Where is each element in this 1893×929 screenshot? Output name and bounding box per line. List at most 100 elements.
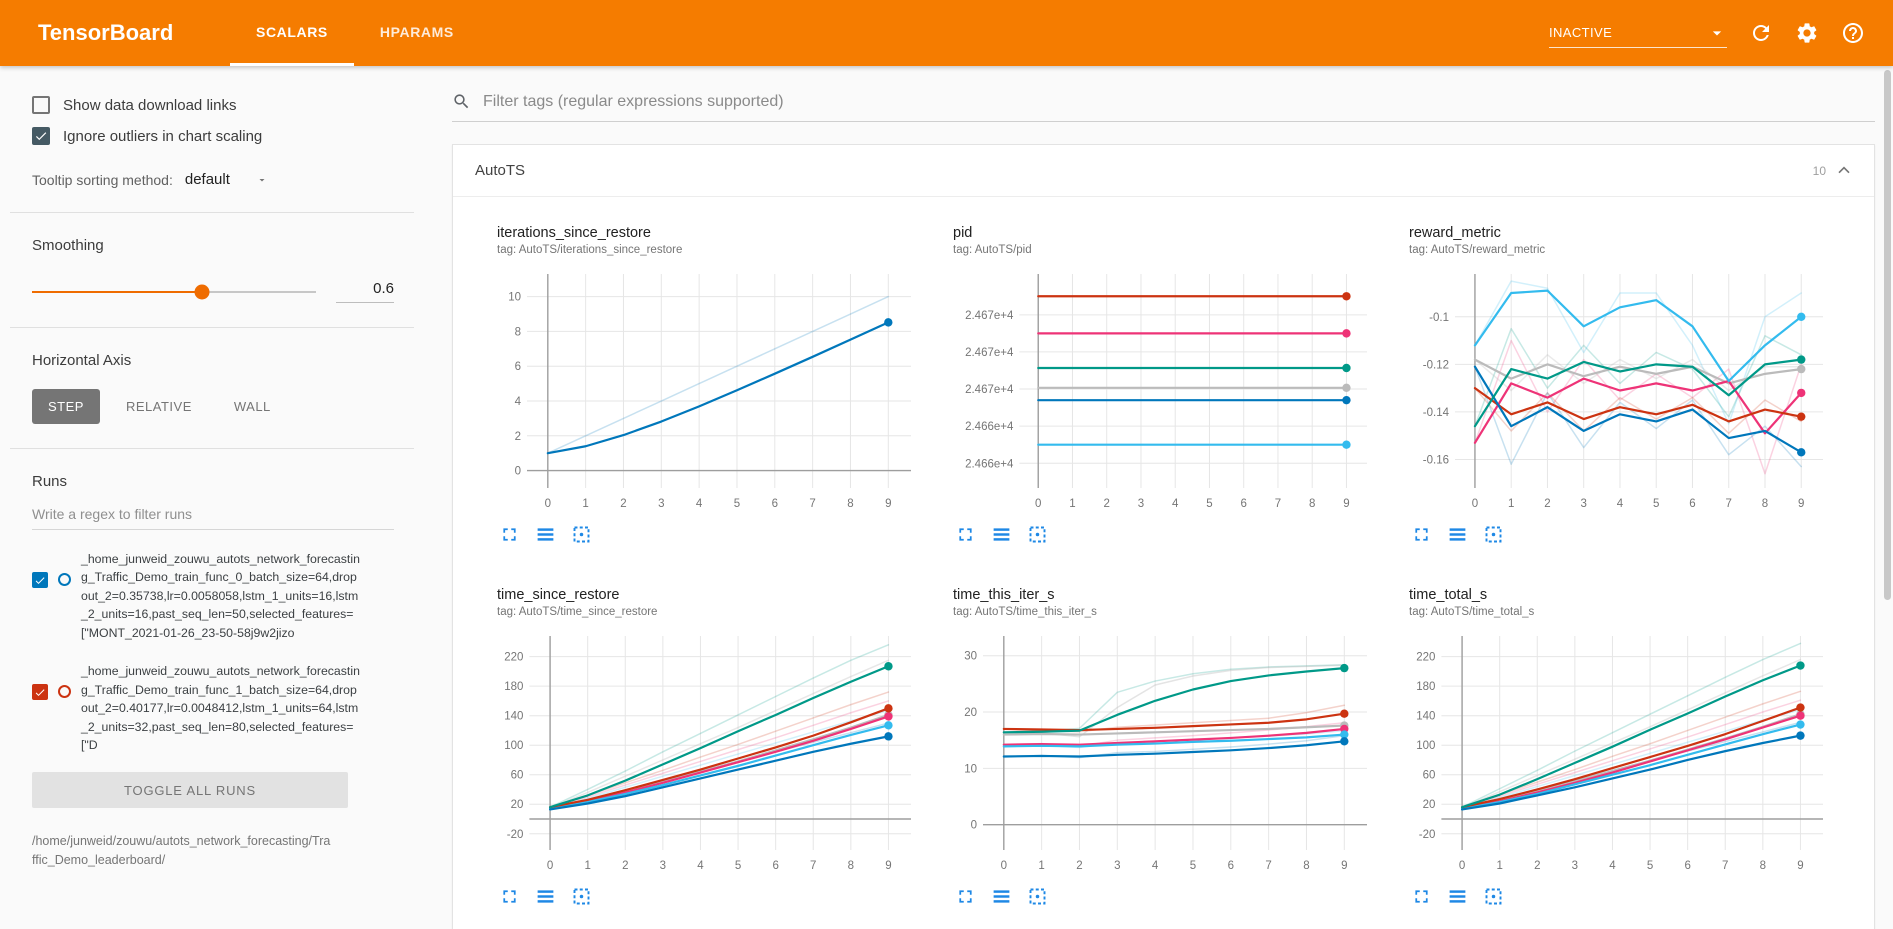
runs-base-path: /home/junweid/zouwu/autots_network_forec…: [32, 834, 331, 867]
toggle-all-runs-button[interactable]: TOGGLE ALL RUNS: [32, 772, 348, 809]
svg-text:100: 100: [504, 740, 523, 752]
chart-plot[interactable]: 0 1 2 3 4 5 6 7 8 9 -20 20 60 100 140 180 220: [497, 626, 921, 878]
runs-selector-icon[interactable]: [535, 524, 556, 545]
svg-text:60: 60: [1423, 770, 1436, 782]
refresh-icon[interactable]: [1749, 21, 1773, 45]
run-item[interactable]: _home_junweid_zouwu_autots_network_forec…: [32, 662, 394, 754]
svg-text:4: 4: [1609, 860, 1616, 872]
svg-text:2.467e+4: 2.467e+4: [965, 310, 1014, 322]
chart-toolbar: [497, 524, 921, 545]
fit-domain-icon[interactable]: [1027, 886, 1048, 907]
fullscreen-icon[interactable]: [1411, 886, 1432, 907]
help-icon[interactable]: [1841, 21, 1865, 45]
svg-text:3: 3: [1572, 860, 1578, 872]
svg-text:5: 5: [735, 860, 741, 872]
checkbox-icon[interactable]: [32, 96, 50, 114]
status-dropdown-value: INACTIVE: [1549, 25, 1613, 40]
chart-tag: tag: AutoTS/time_this_iter_s: [953, 606, 1097, 618]
fullscreen-icon[interactable]: [955, 524, 976, 545]
tag-filter-input[interactable]: [483, 92, 1875, 111]
axis-button-relative[interactable]: RELATIVE: [125, 399, 192, 414]
smoothing-label: Smoothing: [32, 237, 104, 254]
divider: [10, 212, 414, 213]
run-radio[interactable]: [58, 685, 71, 699]
run-item[interactable]: _home_junweid_zouwu_autots_network_forec…: [32, 550, 394, 642]
svg-text:1: 1: [1496, 860, 1502, 872]
svg-text:7: 7: [1275, 498, 1281, 510]
svg-text:3: 3: [1581, 498, 1587, 510]
svg-text:4: 4: [1617, 498, 1624, 510]
run-checkbox[interactable]: [32, 572, 48, 588]
runs-label: Runs: [32, 473, 68, 490]
chart-title: time_this_iter_s: [953, 587, 1055, 603]
search-icon: [454, 94, 469, 109]
svg-text:4: 4: [697, 860, 704, 872]
caret-down-icon: [259, 178, 265, 181]
runs-selector-icon[interactable]: [991, 886, 1012, 907]
runs-selector-icon[interactable]: [1447, 524, 1468, 545]
fullscreen-icon[interactable]: [1411, 524, 1432, 545]
smoothing-value[interactable]: 0.6: [336, 280, 394, 303]
tooltip-sorting-dropdown[interactable]: default: [185, 171, 268, 188]
checkbox-show-download-links[interactable]: Show data download links: [32, 96, 394, 114]
slider-fill: [32, 290, 203, 293]
axis-button-step[interactable]: STEP: [32, 389, 100, 424]
app-header: TensorBoard SCALARS HPARAMS INACTIVE: [0, 0, 1893, 66]
smoothing-slider[interactable]: [32, 284, 316, 299]
settings-icon[interactable]: [1795, 21, 1819, 45]
svg-text:6: 6: [1684, 860, 1690, 872]
chart-plot[interactable]: 0 1 2 3 4 5 6 7 8 9 -20 20 60 100 140 180 220: [1409, 626, 1833, 878]
svg-text:3: 3: [1138, 498, 1144, 510]
svg-text:5: 5: [1190, 860, 1196, 872]
tab-hparams[interactable]: HPARAMS: [379, 23, 454, 40]
axis-button-wall[interactable]: WALL: [233, 399, 271, 414]
chevron-up-icon[interactable]: [1834, 161, 1854, 181]
svg-text:8: 8: [1762, 498, 1768, 510]
tab-scalars[interactable]: SCALARS: [230, 0, 354, 66]
checkbox-ignore-outliers[interactable]: Ignore outliers in chart scaling: [32, 127, 394, 145]
chart-card: time_total_s tag: AutoTS/time_total_s 0 1…: [1409, 587, 1833, 907]
runs-selector-icon[interactable]: [991, 524, 1012, 545]
fit-domain-icon[interactable]: [571, 524, 592, 545]
autots-card: AutoTS 10 iterations_since_restore tag: …: [452, 144, 1875, 929]
caret-down-icon: [1712, 30, 1722, 35]
svg-text:100: 100: [1416, 740, 1435, 752]
checkbox-icon[interactable]: [32, 127, 50, 145]
run-checkbox[interactable]: [32, 684, 48, 701]
chart-plot[interactable]: 0 1 2 3 4 5 6 7 8 9 0 10 20 30: [953, 626, 1377, 878]
chart-plot[interactable]: 0 1 2 3 4 5 6 7 8 9 0 2 4 6 8 10: [497, 264, 921, 516]
runs-selector-icon[interactable]: [1447, 886, 1468, 907]
run-radio[interactable]: [58, 573, 71, 586]
chart-toolbar: [1409, 524, 1833, 545]
fullscreen-icon[interactable]: [499, 886, 520, 907]
chart-toolbar: [1409, 886, 1833, 907]
status-dropdown[interactable]: INACTIVE: [1549, 18, 1727, 48]
tooltip-sorting-value: default: [184, 171, 230, 188]
fit-domain-icon[interactable]: [1027, 524, 1048, 545]
svg-text:8: 8: [1760, 860, 1766, 872]
fullscreen-icon[interactable]: [499, 524, 520, 545]
fit-domain-icon[interactable]: [1483, 524, 1504, 545]
chart-card: time_this_iter_s tag: AutoTS/time_this_i…: [953, 587, 1377, 907]
runs-selector-icon[interactable]: [535, 886, 556, 907]
slider-thumb[interactable]: [194, 284, 210, 299]
autots-card-header[interactable]: AutoTS 10: [453, 145, 1874, 197]
chart-plot[interactable]: 0 1 2 3 4 5 6 7 8 9 2.467e+4 2.467e+4 2.467e+4 2.466e…: [953, 264, 1377, 516]
svg-text:20: 20: [964, 707, 977, 719]
svg-text:-0.12: -0.12: [1423, 359, 1449, 371]
chart-title: iterations_since_restore: [497, 225, 651, 241]
chart-grid: iterations_since_restore tag: AutoTS/ite…: [453, 197, 1874, 907]
runs-filter-input[interactable]: [32, 498, 394, 530]
svg-text:4: 4: [515, 396, 522, 408]
svg-text:2.467e+4: 2.467e+4: [965, 384, 1014, 396]
fullscreen-icon[interactable]: [955, 886, 976, 907]
fit-domain-icon[interactable]: [1483, 886, 1504, 907]
main-scrollbar[interactable]: [1883, 70, 1892, 925]
svg-text:10: 10: [964, 763, 977, 775]
scrollbar-thumb[interactable]: [1884, 70, 1891, 601]
tab-bar: SCALARS HPARAMS: [230, 0, 480, 66]
chart-plot[interactable]: 0 1 2 3 4 5 6 7 8 9 -0.1 -0.12 -0.14 -0.16: [1409, 264, 1833, 516]
fit-domain-icon[interactable]: [571, 886, 592, 907]
svg-text:0: 0: [545, 498, 551, 510]
checkbox-label: Ignore outliers in chart scaling: [63, 127, 263, 145]
